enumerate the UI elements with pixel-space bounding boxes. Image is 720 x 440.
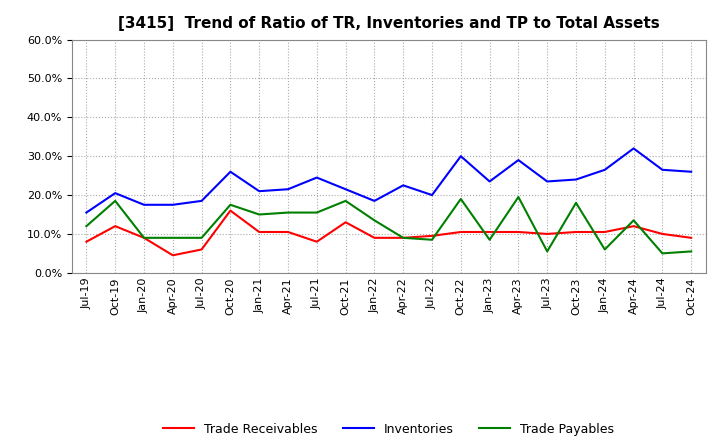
Trade Receivables [226, 208, 235, 213]
Trade Payables [629, 218, 638, 223]
Inventories [111, 191, 120, 196]
Inventories [543, 179, 552, 184]
Inventories [197, 198, 206, 204]
Trade Payables [255, 212, 264, 217]
Inventories [399, 183, 408, 188]
Line: Inventories: Inventories [86, 148, 691, 213]
Trade Receivables [168, 253, 177, 258]
Trade Receivables [370, 235, 379, 240]
Inventories [82, 210, 91, 215]
Trade Payables [572, 200, 580, 205]
Trade Payables [111, 198, 120, 204]
Trade Receivables [341, 220, 350, 225]
Trade Payables [456, 196, 465, 202]
Trade Receivables [572, 229, 580, 235]
Inventories [226, 169, 235, 174]
Trade Receivables [82, 239, 91, 244]
Trade Payables [399, 235, 408, 240]
Legend: Trade Receivables, Inventories, Trade Payables: Trade Receivables, Inventories, Trade Pa… [158, 418, 619, 440]
Trade Payables [168, 235, 177, 240]
Trade Receivables [111, 224, 120, 229]
Trade Receivables [543, 231, 552, 237]
Inventories [600, 167, 609, 172]
Line: Trade Receivables: Trade Receivables [86, 211, 691, 255]
Trade Receivables [658, 231, 667, 237]
Trade Receivables [197, 247, 206, 252]
Trade Receivables [514, 229, 523, 235]
Trade Payables [341, 198, 350, 204]
Inventories [341, 187, 350, 192]
Trade Receivables [312, 239, 321, 244]
Trade Receivables [456, 229, 465, 235]
Trade Payables [197, 235, 206, 240]
Inventories [572, 177, 580, 182]
Inventories [428, 192, 436, 198]
Inventories [370, 198, 379, 204]
Trade Payables [82, 224, 91, 229]
Trade Receivables [428, 233, 436, 238]
Trade Receivables [629, 224, 638, 229]
Trade Payables [428, 237, 436, 242]
Trade Payables [226, 202, 235, 207]
Inventories [168, 202, 177, 207]
Trade Payables [284, 210, 292, 215]
Trade Receivables [140, 235, 148, 240]
Inventories [514, 158, 523, 163]
Trade Receivables [687, 235, 696, 240]
Inventories [255, 188, 264, 194]
Inventories [485, 179, 494, 184]
Trade Receivables [255, 229, 264, 235]
Inventories [658, 167, 667, 172]
Trade Payables [312, 210, 321, 215]
Trade Payables [687, 249, 696, 254]
Trade Payables [370, 218, 379, 223]
Trade Payables [658, 251, 667, 256]
Trade Payables [485, 237, 494, 242]
Inventories [140, 202, 148, 207]
Trade Payables [140, 235, 148, 240]
Title: [3415]  Trend of Ratio of TR, Inventories and TP to Total Assets: [3415] Trend of Ratio of TR, Inventories… [118, 16, 660, 32]
Inventories [284, 187, 292, 192]
Trade Payables [514, 194, 523, 200]
Trade Receivables [485, 229, 494, 235]
Trade Payables [600, 247, 609, 252]
Trade Payables [543, 249, 552, 254]
Trade Receivables [284, 229, 292, 235]
Trade Receivables [399, 235, 408, 240]
Trade Receivables [600, 229, 609, 235]
Line: Trade Payables: Trade Payables [86, 197, 691, 253]
Inventories [312, 175, 321, 180]
Inventories [456, 154, 465, 159]
Inventories [687, 169, 696, 174]
Inventories [629, 146, 638, 151]
